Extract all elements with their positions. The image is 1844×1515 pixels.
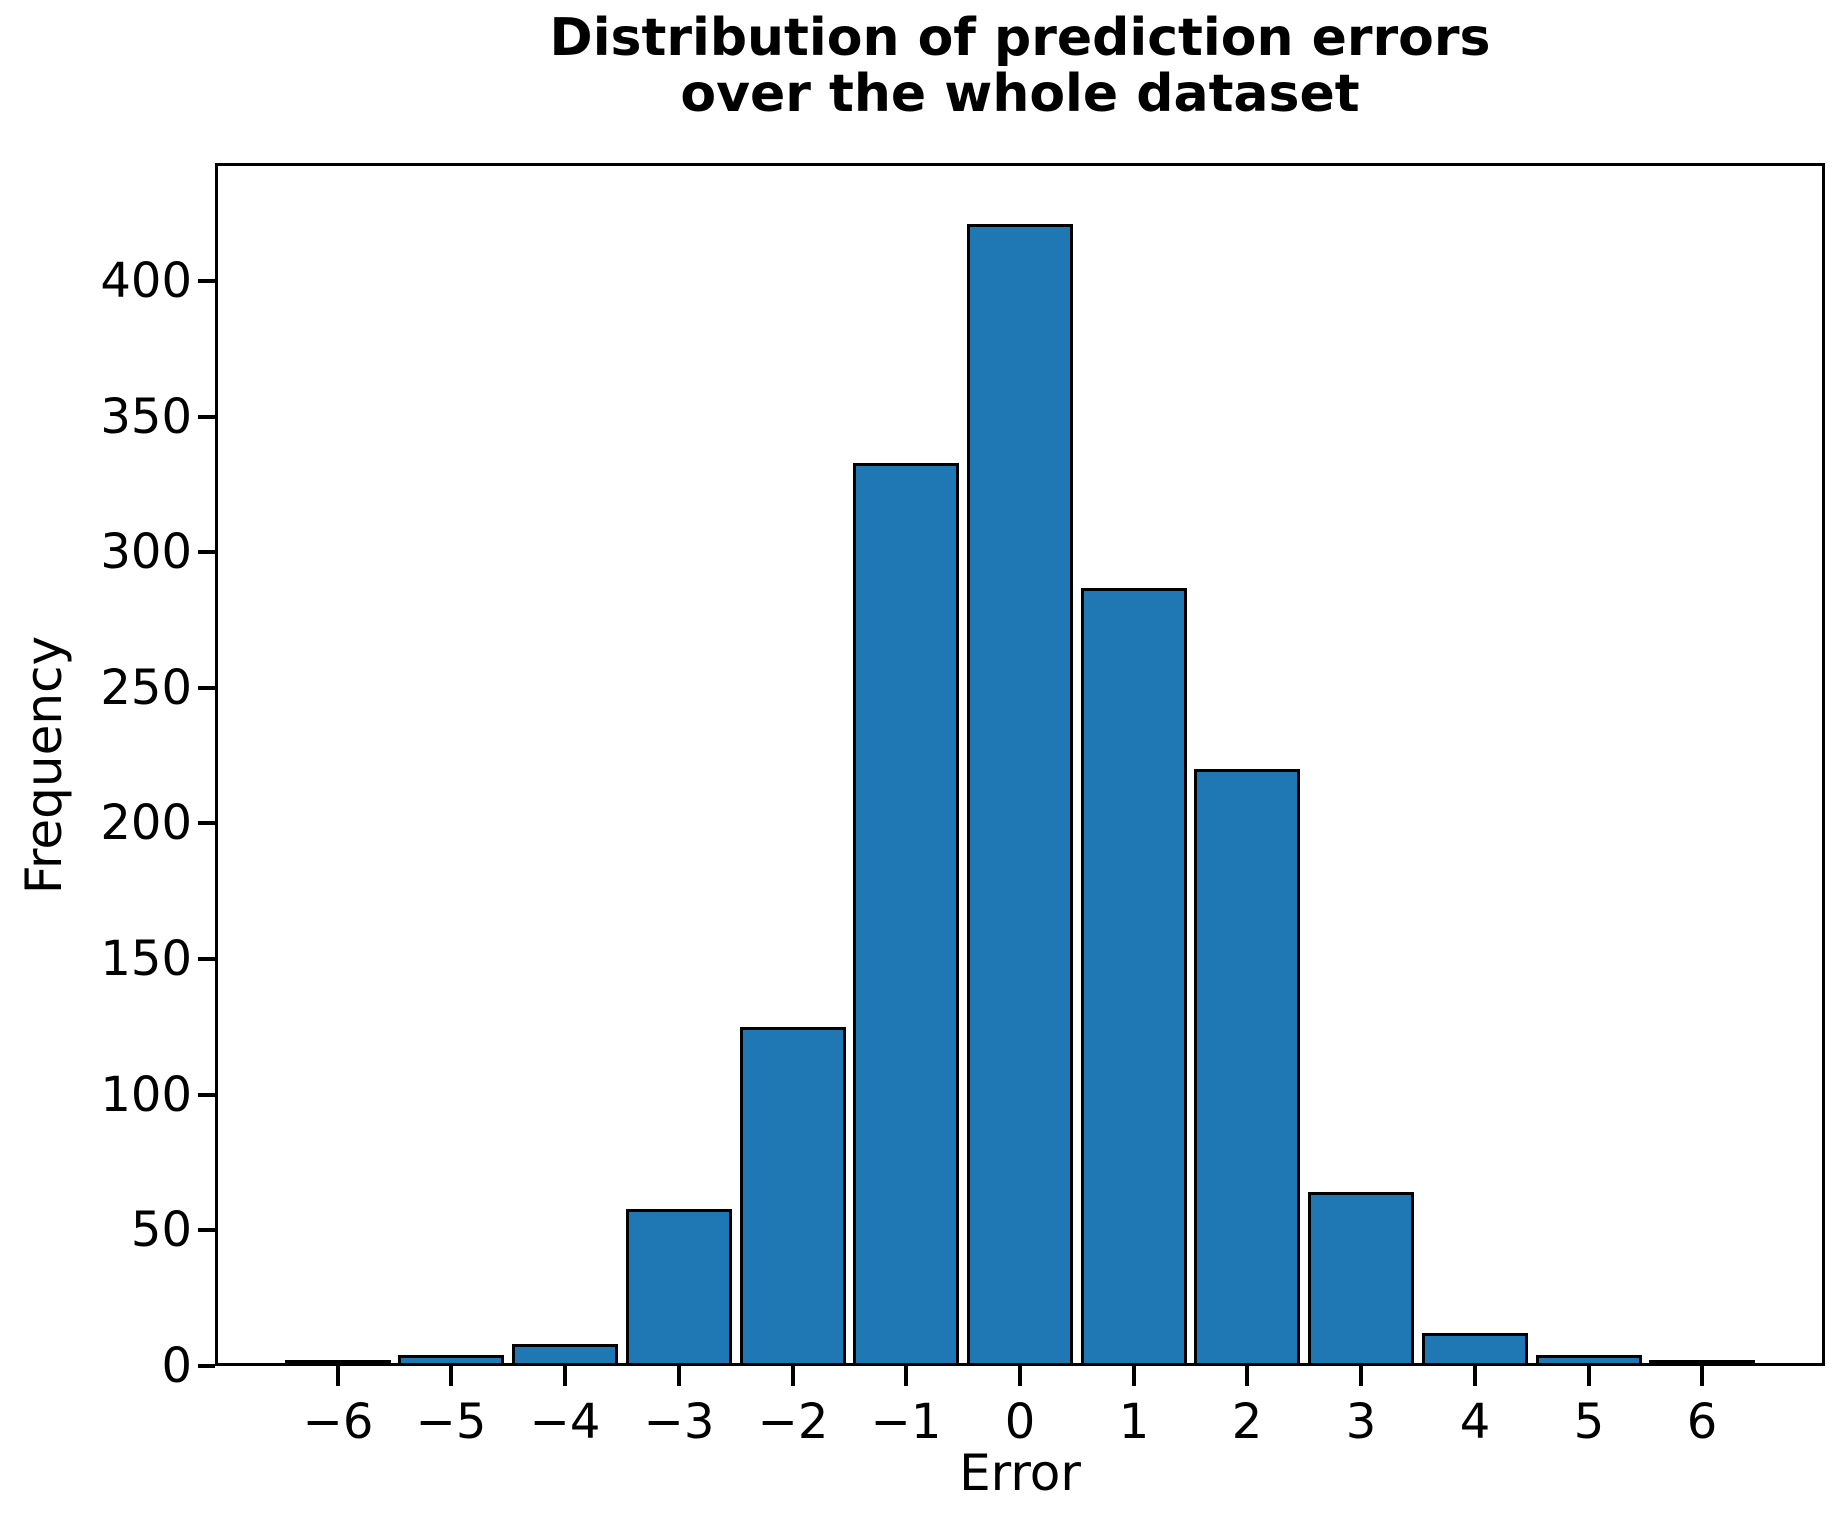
y-tick-label: 200 xyxy=(100,795,192,851)
x-tick-label: −2 xyxy=(757,1394,829,1450)
histogram-bar xyxy=(1194,769,1300,1366)
y-tick-mark xyxy=(198,821,215,825)
x-tick-mark xyxy=(904,1366,908,1386)
y-tick-label: 150 xyxy=(100,931,192,987)
y-tick-mark xyxy=(198,1228,215,1232)
histogram-bar xyxy=(853,463,959,1366)
y-tick-mark xyxy=(198,279,215,283)
x-tick-label: 0 xyxy=(1004,1394,1036,1450)
chart-title: Distribution of prediction errors over t… xyxy=(549,8,1491,125)
y-tick-label: 300 xyxy=(100,524,192,580)
histogram-bar xyxy=(967,224,1073,1366)
y-tick-mark xyxy=(198,550,215,554)
histogram-bar xyxy=(285,1360,391,1366)
y-axis-label: Frequency xyxy=(15,635,73,895)
y-tick-mark xyxy=(198,415,215,419)
x-tick-label: 1 xyxy=(1118,1394,1150,1450)
y-tick-label: 0 xyxy=(161,1338,192,1394)
y-tick-label: 250 xyxy=(100,660,192,716)
histogram-bar xyxy=(1649,1360,1755,1366)
y-tick-mark xyxy=(198,686,215,690)
x-tick-mark xyxy=(1359,1366,1363,1386)
y-tick-mark xyxy=(198,1364,215,1368)
x-tick-mark xyxy=(1473,1366,1477,1386)
histogram-bar xyxy=(1536,1355,1642,1366)
y-tick-label: 350 xyxy=(100,389,192,445)
histogram-bar xyxy=(1308,1192,1414,1366)
y-tick-mark xyxy=(198,1093,215,1097)
x-tick-mark xyxy=(563,1366,567,1386)
x-tick-mark xyxy=(1700,1366,1704,1386)
x-tick-mark xyxy=(791,1366,795,1386)
histogram-bar xyxy=(626,1209,732,1366)
x-tick-label: −5 xyxy=(415,1394,487,1450)
x-tick-label: 3 xyxy=(1345,1394,1377,1450)
x-tick-label: 5 xyxy=(1573,1394,1605,1450)
x-tick-label: 4 xyxy=(1459,1394,1491,1450)
histogram-bar xyxy=(512,1344,618,1366)
x-tick-label: −3 xyxy=(643,1394,715,1450)
x-tick-mark xyxy=(449,1366,453,1386)
x-tick-mark xyxy=(1245,1366,1249,1386)
histogram-bar xyxy=(1422,1333,1528,1366)
x-tick-mark xyxy=(336,1366,340,1386)
y-tick-mark xyxy=(198,957,215,961)
x-tick-label: 2 xyxy=(1231,1394,1263,1450)
y-tick-label: 400 xyxy=(100,253,192,309)
histogram-bar xyxy=(1081,588,1187,1366)
histogram-bar xyxy=(398,1355,504,1366)
y-tick-label: 50 xyxy=(130,1202,192,1258)
histogram-bar xyxy=(740,1027,846,1366)
x-tick-mark xyxy=(1018,1366,1022,1386)
x-tick-mark xyxy=(1587,1366,1591,1386)
y-tick-label: 100 xyxy=(100,1067,192,1123)
x-axis-label: Error xyxy=(959,1444,1081,1502)
x-tick-label: −1 xyxy=(870,1394,942,1450)
x-tick-label: −4 xyxy=(529,1394,601,1450)
x-tick-label: 6 xyxy=(1686,1394,1718,1450)
x-tick-mark xyxy=(1132,1366,1136,1386)
x-tick-label: −6 xyxy=(302,1394,374,1450)
x-tick-mark xyxy=(677,1366,681,1386)
